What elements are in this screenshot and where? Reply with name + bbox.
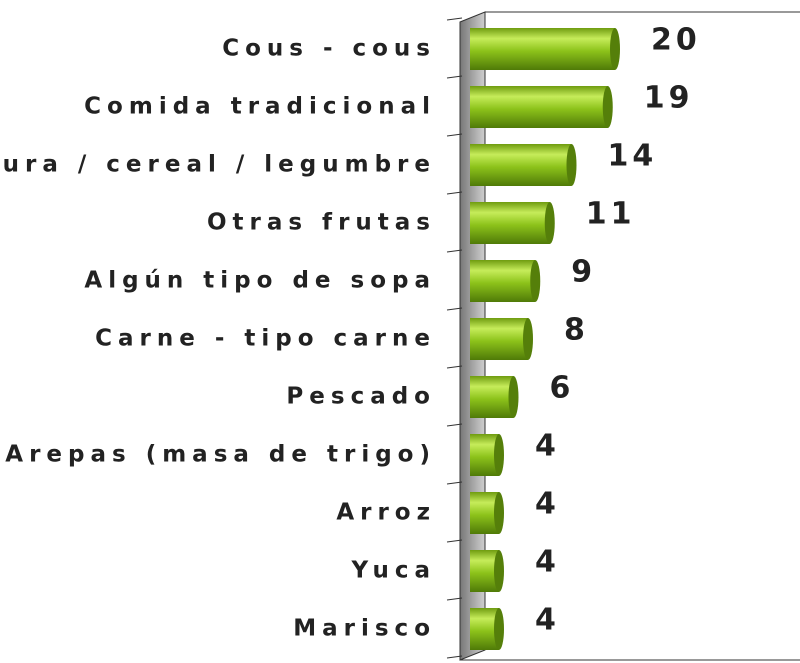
tick-mark: [446, 191, 463, 195]
bar-cap: [566, 144, 577, 186]
bar-cap: [508, 376, 519, 418]
tick-mark: [446, 423, 463, 427]
tick-mark: [446, 539, 463, 543]
bar-cap: [494, 492, 504, 534]
value-label: 19: [644, 81, 694, 116]
value-label: 6: [550, 371, 575, 406]
bar: [470, 318, 528, 360]
value-label: 8: [564, 313, 589, 348]
category-label: Marisco: [293, 616, 436, 642]
bar-cap: [544, 202, 555, 244]
bar-cap: [523, 318, 533, 360]
bar-cap: [494, 434, 504, 476]
category-label: Arepas (masa de trigo): [5, 442, 436, 468]
value-label: 11: [586, 197, 636, 232]
bar: [470, 144, 572, 186]
bar: [470, 86, 608, 128]
category-label: Cous - cous: [222, 36, 436, 62]
value-label: 14: [608, 139, 658, 174]
value-label: 4: [535, 487, 560, 522]
category-label: Comida tradicional: [84, 94, 436, 120]
category-label: Otras frutas: [207, 210, 436, 236]
value-label: 4: [535, 429, 560, 464]
value-label: 9: [571, 255, 596, 290]
value-label: 4: [535, 545, 560, 580]
tick-mark: [446, 655, 463, 659]
bar: [470, 260, 536, 302]
tick-mark: [446, 249, 463, 253]
tick-mark: [446, 597, 463, 601]
value-label: 20: [651, 23, 701, 58]
bar-cap: [494, 608, 504, 650]
bar-cap: [602, 86, 613, 128]
tick-mark: [446, 75, 463, 79]
bar-cap: [610, 28, 620, 70]
bar-cap: [494, 550, 504, 592]
category-label: Arroz: [336, 500, 436, 526]
bar: [470, 202, 550, 244]
bar: [470, 28, 615, 70]
category-label: Pescado: [286, 384, 436, 410]
bar-cap: [530, 260, 541, 302]
category-label: Yuca: [350, 558, 436, 584]
category-label: Carne - tipo carne: [95, 326, 436, 352]
bar: [470, 376, 514, 418]
category-label: lura / cereal / legumbre: [0, 152, 436, 178]
tick-mark: [446, 17, 463, 21]
tick-mark: [446, 481, 463, 485]
tick-mark: [446, 133, 463, 137]
category-label: Algún tipo de sopa: [84, 268, 436, 294]
tick-mark: [446, 365, 463, 369]
value-label: 4: [535, 603, 560, 638]
tick-mark: [446, 307, 463, 311]
